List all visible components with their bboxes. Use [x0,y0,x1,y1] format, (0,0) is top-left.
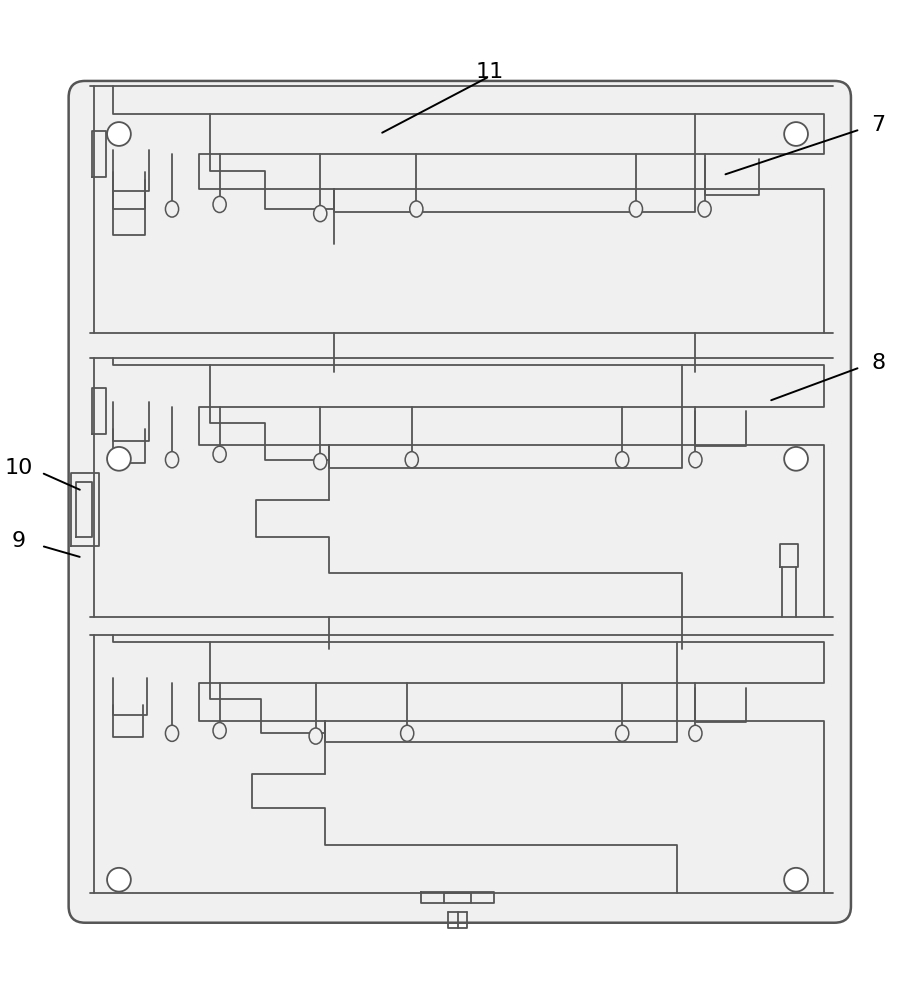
Ellipse shape [689,725,702,741]
Ellipse shape [405,452,418,468]
Ellipse shape [689,452,702,468]
Ellipse shape [698,201,711,217]
Ellipse shape [166,452,178,468]
Ellipse shape [314,454,327,470]
Ellipse shape [616,725,629,741]
Ellipse shape [166,201,178,217]
Circle shape [107,447,131,471]
Circle shape [784,868,808,892]
Text: 7: 7 [871,115,886,135]
Circle shape [107,122,131,146]
Text: 8: 8 [871,353,886,373]
Ellipse shape [166,725,178,741]
Circle shape [107,868,131,892]
Ellipse shape [213,446,226,462]
Ellipse shape [213,196,226,213]
Ellipse shape [410,201,423,217]
Ellipse shape [213,723,226,739]
Text: 11: 11 [476,62,503,82]
Ellipse shape [401,725,414,741]
Ellipse shape [630,201,642,217]
Ellipse shape [314,206,327,222]
Circle shape [784,122,808,146]
Ellipse shape [616,452,629,468]
Text: 10: 10 [4,458,33,478]
Circle shape [784,447,808,471]
FancyBboxPatch shape [69,81,851,923]
Text: 9: 9 [11,531,26,551]
Ellipse shape [309,728,322,744]
